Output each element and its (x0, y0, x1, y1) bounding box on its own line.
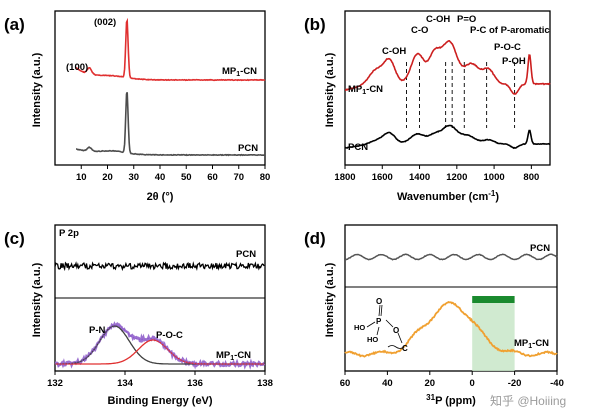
panel-c-series-pcn (54, 261, 265, 272)
panel-c-fit-sum (55, 324, 265, 365)
c-ticks-label-3: 138 (257, 378, 273, 389)
panel-b-annotation-coh-2: C-OH (426, 14, 450, 25)
panel-d-molecule-atom-o-top: O (376, 297, 382, 306)
panel-d-molecule-atom-p: P (376, 317, 382, 326)
panel-a-annotation-100: (100) (66, 62, 88, 73)
panel-b-series-mp1cn (345, 39, 551, 95)
a-ticks-label-2: 30 (128, 172, 139, 183)
panel-a-series-pcn (76, 92, 266, 157)
a-ticks-label-4: 50 (181, 172, 192, 183)
panel-b-legend-pcn: PCN (348, 142, 368, 153)
a-ticks-label-0: 10 (76, 172, 87, 183)
panel-a-xlabel: 2θ (°) (147, 191, 174, 203)
panel-c: (c) 132 134 136 138 Binding Energy (eV) Int… (4, 224, 273, 407)
panel-b-annotation-coh-1: C-OH (382, 46, 406, 57)
panel-b-xticks: 1800 1600 1400 1200 1000 800 (334, 165, 539, 183)
c-ticks-label-2: 136 (187, 378, 203, 389)
c-ticks-label-1: 134 (117, 378, 134, 389)
panel-b-legend-mp1cn: MP1-CN (348, 84, 383, 96)
panel-c-legend-mp1cn: MP1-CN (216, 350, 251, 362)
panel-a-label: (a) (4, 15, 25, 34)
panel-d-xticks: 60 40 20 0 -20 -40 (340, 371, 564, 389)
panel-c-inset-label: P 2p (59, 228, 79, 239)
panel-b-series-pcn (344, 124, 551, 150)
panel-a-legend-mp1cn: MP1-CN (222, 66, 257, 78)
panel-a-frame (54, 10, 266, 166)
panel-a-series-mp1cn (75, 17, 266, 82)
panel-a-xticks: 10 20 30 40 50 60 70 80 (76, 165, 270, 183)
panel-d: (d) 60 40 20 0 -20 -40 31P (ppm) Intensity (a… (304, 224, 564, 407)
panel-b-annotation-co: C-O (411, 25, 428, 36)
a-ticks-label-6: 70 (233, 172, 244, 183)
d-ticks-label-2: 20 (425, 378, 436, 389)
panel-d-molecule-inset (366, 304, 405, 349)
panel-d-highlight-band (472, 300, 515, 371)
panel-b: (b) 1800 1600 1400 1200 1000 800 Wavenumber (… (304, 10, 551, 203)
d-ticks-label-4: -20 (508, 378, 522, 389)
panel-b-xlabel: Wavenumber (cm-1) (397, 189, 499, 203)
b-ticks-label-4: 1000 (484, 172, 505, 183)
panel-c-label: (c) (4, 229, 25, 248)
panel-d-series-pcn (345, 253, 558, 261)
panel-c-annotation-pn: P-N (89, 325, 106, 336)
panel-d-xlabel: 31P (ppm) (426, 393, 476, 407)
b-ticks-label-5: 800 (523, 172, 539, 183)
panel-d-legend-mp1cn: MP1-CN (514, 338, 549, 350)
panel-b-annotation-pc-aromatic: P-C of P-aromatic (470, 25, 550, 36)
panel-b-frame (344, 10, 551, 166)
panel-c-legend-pcn: PCN (236, 249, 256, 260)
b-ticks-label-1: 1600 (372, 172, 393, 183)
panel-c-ylabel: Intensity (a.u.) (31, 262, 43, 337)
panel-d-molecule-atom-c: C (402, 344, 408, 353)
watermark: 知乎 @Hoiiing (490, 394, 566, 408)
panel-d-highlight-bar (472, 296, 515, 303)
a-ticks-label-1: 20 (102, 172, 113, 183)
a-ticks-label-3: 40 (155, 172, 166, 183)
panel-b-annotation-po: P=O (457, 14, 476, 25)
panel-d-legend-pcn: PCN (530, 243, 550, 254)
b-ticks-label-2: 1400 (409, 172, 430, 183)
panel-b-ylabel: Intensity (a.u.) (324, 52, 336, 127)
d-ticks-label-1: 40 (382, 378, 393, 389)
panel-a-annotation-002: (002) (94, 17, 116, 28)
panel-c-xlabel: Binding Energy (eV) (107, 395, 212, 407)
panel-d-label: (d) (304, 229, 326, 248)
panel-d-molecule-atom-o: O (393, 326, 399, 335)
d-ticks-label-5: -40 (550, 378, 564, 389)
panel-c-xticks: 132 134 136 138 (47, 371, 273, 389)
panel-c-annotation-poc: P-O-C (156, 330, 183, 341)
b-ticks-label-3: 1200 (446, 172, 467, 183)
panel-d-frame (344, 224, 558, 372)
panel-a-legend-pcn: PCN (238, 143, 258, 154)
panel-a: (a) 10 20 30 40 50 60 70 80 2θ (°) Intensity (a… (4, 10, 270, 203)
d-ticks-label-0: 60 (340, 378, 351, 389)
panel-d-molecule-atom-ho-1: HO (354, 323, 365, 332)
d-ticks-label-3: 0 (470, 378, 475, 389)
c-ticks-label-0: 132 (47, 378, 63, 389)
b-ticks-label-0: 1800 (334, 172, 355, 183)
panel-d-ylabel: Intensity (a.u.) (324, 262, 336, 337)
panel-a-ylabel: Intensity (a.u.) (31, 52, 43, 127)
panel-b-label: (b) (304, 15, 326, 34)
panel-b-annotation-poc: P-O-C (494, 42, 521, 53)
panel-d-molecule-atom-ho-2: HO (367, 335, 378, 344)
panel-b-annotation-poh: P-OH (502, 56, 526, 67)
a-ticks-label-5: 60 (207, 172, 218, 183)
a-ticks-label-7: 80 (260, 172, 271, 183)
panel-d-series-mp1cn (344, 300, 558, 358)
panel-b-peak-lines (406, 62, 516, 128)
